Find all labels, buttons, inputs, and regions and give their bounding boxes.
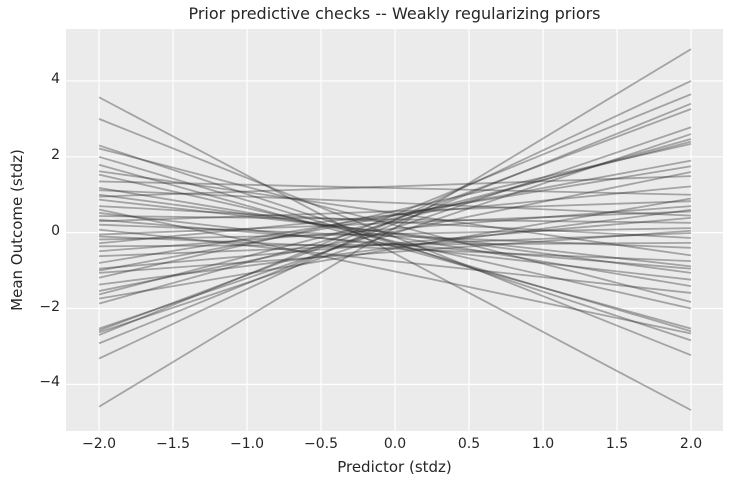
prior-draw-line [98, 147, 692, 303]
prior-draw-line [98, 165, 692, 264]
chart-title: Prior predictive checks -- Weakly regula… [188, 4, 601, 23]
prior-draw-line [98, 193, 692, 274]
prior-draw-line [98, 210, 692, 236]
prior-draw-line [98, 216, 692, 270]
prior-draw-line [98, 229, 692, 274]
x-tick-label: 0.0 [383, 436, 407, 452]
prior-draw-line [98, 133, 692, 334]
x-tick-label: −1.5 [156, 436, 190, 452]
prior-draw-line [98, 215, 692, 224]
x-tick-label: −1.0 [230, 436, 264, 452]
prior-draw-line [98, 185, 692, 245]
prior-draw-line [98, 144, 692, 342]
prior-draw-line [98, 118, 692, 356]
y-tick-label: 0 [51, 222, 60, 239]
prior-draw-line [98, 187, 692, 288]
prior-draw-line [98, 200, 692, 223]
prior-draw-line [98, 227, 692, 241]
prior-draw-line [98, 143, 692, 279]
y-tick-label: 2 [51, 146, 60, 163]
y-tick-label: 4 [51, 70, 60, 87]
prior-draw-line [98, 189, 692, 217]
prior-draw-line [98, 48, 692, 408]
prior-draw-line [98, 208, 692, 335]
prior-draw-line [98, 232, 692, 258]
prior-draw-line [98, 223, 692, 249]
prior-draw-line [99, 241, 692, 248]
prior-draw-line [98, 108, 692, 332]
prior-draw-line [98, 170, 692, 257]
prior-draw-line [98, 155, 692, 333]
prior-draw-line [98, 205, 692, 239]
prior-draw-line [98, 163, 692, 330]
prior-draw-line [98, 159, 692, 272]
x-tick-label: 1.5 [605, 436, 629, 452]
y-tick-label: −4 [39, 374, 60, 391]
prior-draw-line [98, 138, 692, 305]
prior-draw-line [98, 212, 692, 281]
prior-draw-line [98, 180, 692, 196]
prior-draw-line [98, 171, 692, 292]
prior-draw-line [98, 175, 692, 198]
prior-draw-line [98, 209, 692, 286]
prior-draw-line [98, 173, 692, 310]
prior-draw-line [98, 126, 692, 330]
prior-draw-line [98, 102, 692, 345]
plot-area [66, 29, 723, 431]
prior-draw-line [98, 197, 692, 300]
x-tick-label: −2.0 [82, 436, 116, 452]
prior-draw-line [98, 235, 692, 262]
x-tick-label: 0.5 [457, 436, 481, 452]
x-tick-label: −0.5 [304, 436, 338, 452]
prior-draw-line [98, 205, 692, 253]
prior-draw-line [98, 218, 692, 270]
prior-draw-line [98, 140, 692, 296]
x-tick-label: 1.0 [531, 436, 555, 452]
prior-draw-line [98, 198, 692, 268]
x-tick-label: 2.0 [679, 436, 703, 452]
x-axis-label: Predictor (stdz) [337, 458, 452, 476]
prior-draw-line [98, 80, 692, 360]
prior-draw-line [98, 93, 692, 336]
prior-draw-line [98, 96, 692, 411]
prior-draw-line [98, 228, 692, 294]
y-tick-label: −2 [39, 298, 60, 315]
